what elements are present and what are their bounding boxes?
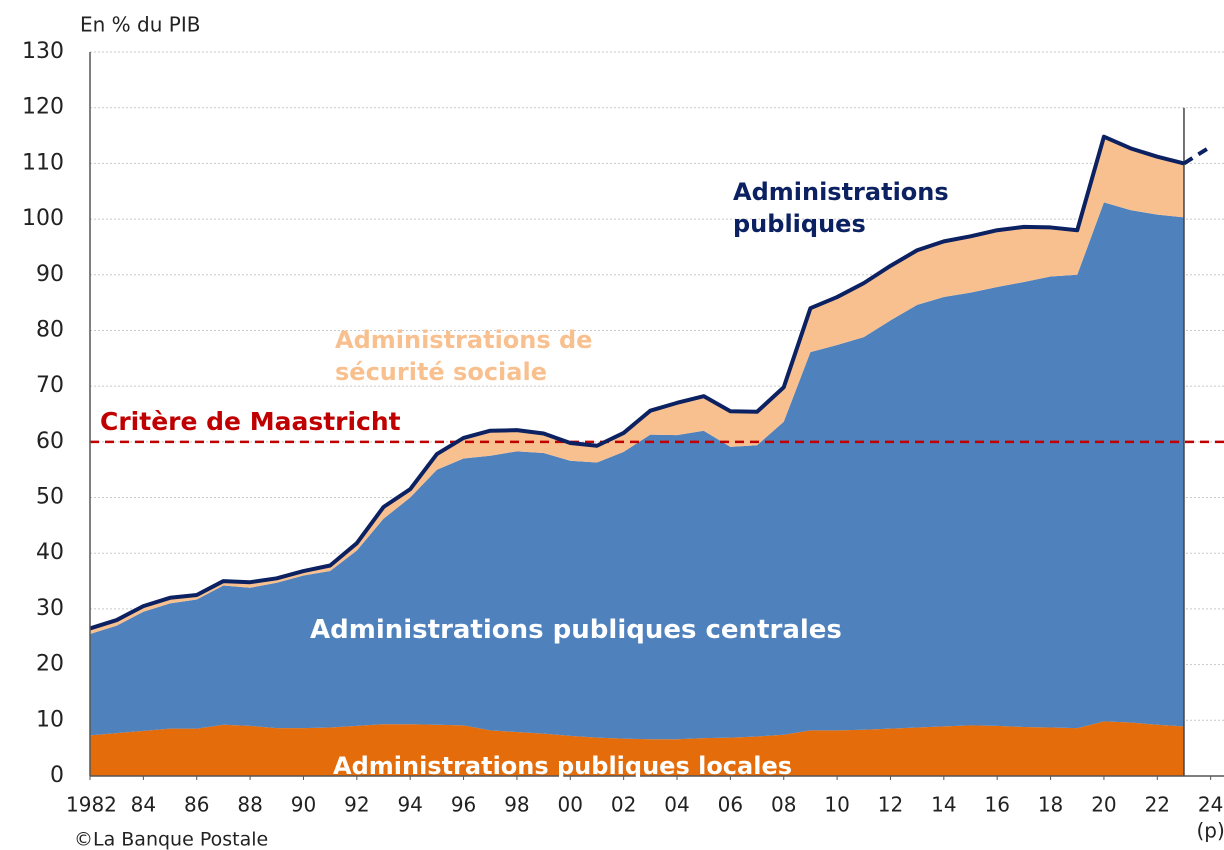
- area: [90, 721, 1184, 776]
- y-axis-label: En % du PIB: [80, 13, 200, 37]
- x-tick-label: 10: [824, 793, 849, 817]
- y-tick-label: 10: [36, 707, 64, 732]
- x-tick-label: 1982: [66, 793, 117, 817]
- x-tick-label: 22: [1145, 793, 1170, 817]
- source: ©La Banque Postale: [74, 829, 268, 850]
- area: [90, 136, 1184, 634]
- x-tick-label: 92: [344, 793, 369, 817]
- locales-label: Administrations publiques locales: [333, 752, 793, 780]
- x-tick-label: 96: [451, 793, 476, 817]
- x-tick-note: (p): [1197, 819, 1224, 843]
- y-tick-label: 80: [36, 317, 64, 342]
- x-tick-label: 98: [504, 793, 529, 817]
- secu-label: Administrations de sécurité sociale: [335, 326, 593, 386]
- y-tick-label: 20: [36, 652, 64, 677]
- x-tick-label: 04: [664, 793, 689, 817]
- x-tick-label: 20: [1091, 793, 1116, 817]
- y-tick-label: 130: [22, 39, 64, 64]
- x-tick-label: 84: [131, 793, 156, 817]
- total-line: [89, 134, 1185, 631]
- total-label: Administrations publiques: [733, 178, 949, 238]
- x-tick-label: 24: [1198, 793, 1223, 817]
- x-tick-label: 94: [397, 793, 422, 817]
- y-tick-label: 30: [36, 596, 64, 621]
- x-tick-label: 14: [931, 793, 956, 817]
- y-tick-label: 0: [50, 763, 64, 788]
- y-tick-label: 110: [22, 150, 64, 175]
- reference-label: Critère de Maastricht: [100, 407, 401, 436]
- x-tick-label: 00: [558, 793, 583, 817]
- y-tick-label: 120: [22, 95, 64, 120]
- y-tick-label: 50: [36, 485, 64, 510]
- y-tick-label: 100: [22, 206, 64, 231]
- x-tick-label: 86: [184, 793, 209, 817]
- x-tick-label: 12: [878, 793, 903, 817]
- total-line-projection: [1182, 144, 1212, 166]
- y-tick-label: 60: [36, 429, 64, 454]
- x-tick-label: 06: [718, 793, 743, 817]
- x-tick-label: 08: [771, 793, 796, 817]
- x-tick-label: 90: [291, 793, 316, 817]
- x-tick-label: 02: [611, 793, 636, 817]
- x-tick-label: 88: [237, 793, 262, 817]
- y-tick-label: 40: [36, 540, 64, 565]
- centrales-label: Administrations publiques centrales: [310, 615, 842, 645]
- y-tick-label: 90: [36, 262, 64, 287]
- area: [90, 202, 1184, 740]
- x-tick-label: 18: [1038, 793, 1063, 817]
- x-tick-label: 16: [984, 793, 1009, 817]
- y-tick-label: 70: [36, 373, 64, 398]
